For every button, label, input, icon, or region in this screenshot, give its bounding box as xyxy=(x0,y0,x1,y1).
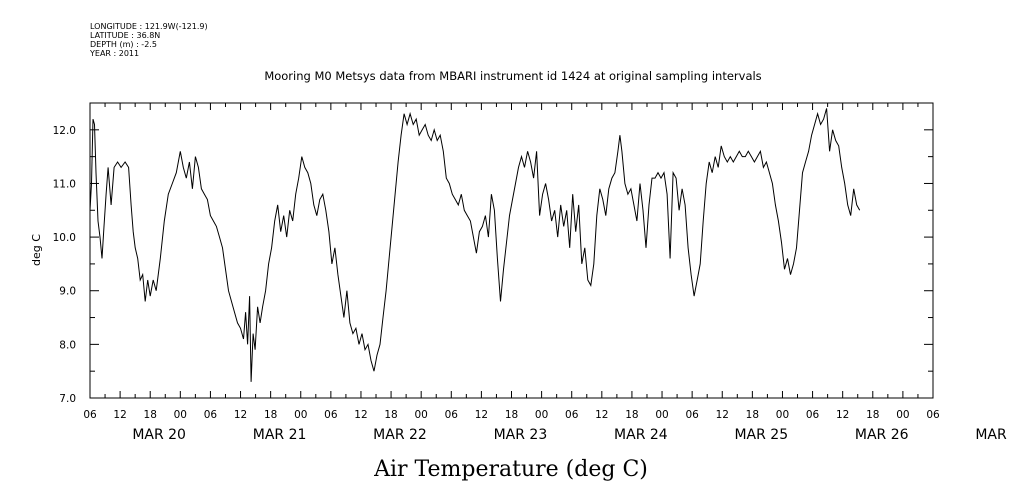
x-tick-label: 18 xyxy=(144,409,157,421)
x-tick-label: 18 xyxy=(866,409,879,421)
x-tick-label: 12 xyxy=(836,409,849,421)
x-tick-label: 06 xyxy=(685,409,699,421)
y-axis-label: deg C xyxy=(30,234,43,266)
x-tick-label: 06 xyxy=(445,409,459,421)
day-label: MAR 20 xyxy=(132,427,186,443)
x-tick-label: 06 xyxy=(324,409,338,421)
x-tick-label: 12 xyxy=(475,409,488,421)
metadata-block: LONGITUDE : 121.9W(-121.9) LATITUDE : 36… xyxy=(90,22,208,58)
x-tick-label: 00 xyxy=(294,409,307,421)
x-tick-label: 06 xyxy=(83,409,97,421)
x-tick-label: 00 xyxy=(776,409,789,421)
y-tick-labels: 7.0 8.0 9.0 10.0 11.0 12.0 xyxy=(53,125,76,405)
x-tick-label: 12 xyxy=(595,409,608,421)
x-tick-label: 18 xyxy=(625,409,638,421)
y-tick-label: 9.0 xyxy=(59,286,76,298)
day-label: MAR 22 xyxy=(373,427,427,443)
day-labels: MAR 20 MAR 21 MAR 22 MAR 23 MAR 24 MAR 25 MAR … xyxy=(132,427,1009,443)
day-label: MAR 26 xyxy=(855,427,909,443)
axis-ticks xyxy=(89,102,934,399)
x-tick-label: 12 xyxy=(354,409,367,421)
day-label: MAR 25 xyxy=(734,427,788,443)
x-tick-label: 06 xyxy=(565,409,579,421)
y-tick-label: 12.0 xyxy=(53,125,76,137)
x-tick-label: 18 xyxy=(746,409,759,421)
y-tick-label: 10.0 xyxy=(53,232,76,244)
day-label: MAR 24 xyxy=(614,427,668,443)
x-tick-label: 18 xyxy=(384,409,397,421)
x-tick-label: 12 xyxy=(113,409,126,421)
x-tick-label: 12 xyxy=(234,409,247,421)
day-label: MAR 21 xyxy=(253,427,307,443)
series-line xyxy=(89,108,861,382)
day-label: MAR 23 xyxy=(494,427,548,443)
plot-frame xyxy=(89,102,934,399)
x-tick-label: 06 xyxy=(204,409,218,421)
chart-caption: Air Temperature (deg C) xyxy=(373,457,648,482)
chart-title: Mooring M0 Metsys data from MBARI instru… xyxy=(264,69,761,83)
y-tick-label: 7.0 xyxy=(59,393,76,405)
x-tick-label: 12 xyxy=(716,409,729,421)
year-text: YEAR : 2011 xyxy=(90,49,140,58)
depth-text: DEPTH (m) : -2.5 xyxy=(90,40,157,49)
x-tick-label: 00 xyxy=(414,409,427,421)
x-tick-labels: 06 12 18 00 06 12 18 00 06 12 18 00 06 12 18 00 06 12 18 00… xyxy=(83,409,940,421)
day-label: MAR 27 xyxy=(975,427,1009,443)
x-tick-label: 00 xyxy=(535,409,548,421)
longitude-text: LONGITUDE : 121.9W(-121.9) xyxy=(90,22,208,31)
y-tick-label: 11.0 xyxy=(53,178,76,190)
x-tick-label: 06 xyxy=(806,409,820,421)
x-tick-label: 18 xyxy=(505,409,518,421)
x-tick-label: 00 xyxy=(896,409,909,421)
y-tick-label: 8.0 xyxy=(59,339,76,351)
x-tick-label: 00 xyxy=(655,409,668,421)
x-tick-label: 18 xyxy=(264,409,277,421)
x-tick-label: 06 xyxy=(926,409,940,421)
latitude-text: LATITUDE : 36.8N xyxy=(90,31,161,40)
x-tick-label: 00 xyxy=(174,409,187,421)
